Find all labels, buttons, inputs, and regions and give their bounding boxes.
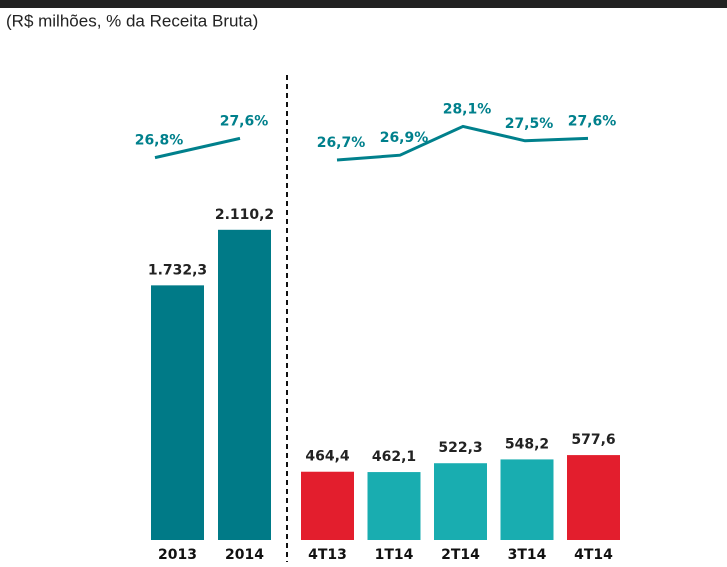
bar <box>500 459 554 540</box>
value-label: 1.732,3 <box>148 262 207 278</box>
percent-label: 27,5% <box>505 116 554 132</box>
value-label: 464,4 <box>305 449 350 465</box>
percent-label: 27,6% <box>568 113 617 129</box>
percent-label: 27,6% <box>220 113 269 129</box>
value-label: 577,6 <box>571 432 615 448</box>
bar <box>301 471 354 540</box>
percent-label: 26,9% <box>380 130 429 146</box>
x-tick-label: 2014 <box>225 547 264 563</box>
bar <box>151 285 204 540</box>
x-tick-label: 4T13 <box>308 547 347 563</box>
percent-label: 28,1% <box>443 101 492 117</box>
value-label: 2.110,2 <box>215 207 274 223</box>
subtitle: (R$ milhões, % da Receita Bruta) <box>6 11 258 30</box>
line <box>154 136 241 160</box>
value-label: 548,2 <box>505 436 549 452</box>
x-tick-label: 2T14 <box>441 547 480 563</box>
x-tick-label: 1T14 <box>375 547 414 563</box>
x-tick-label: 2013 <box>158 547 197 563</box>
percent-label: 26,7% <box>317 135 366 151</box>
percent-label: 26,8% <box>135 133 184 149</box>
bar <box>567 455 620 540</box>
top-band <box>0 0 727 8</box>
bar <box>434 463 487 540</box>
value-label: 462,1 <box>372 449 416 465</box>
x-tick-label: 4T14 <box>574 547 613 563</box>
line <box>336 124 589 162</box>
bar <box>367 472 421 540</box>
x-tick-label: 3T14 <box>508 547 547 563</box>
value-label: 522,3 <box>438 440 482 456</box>
bar <box>218 229 271 540</box>
